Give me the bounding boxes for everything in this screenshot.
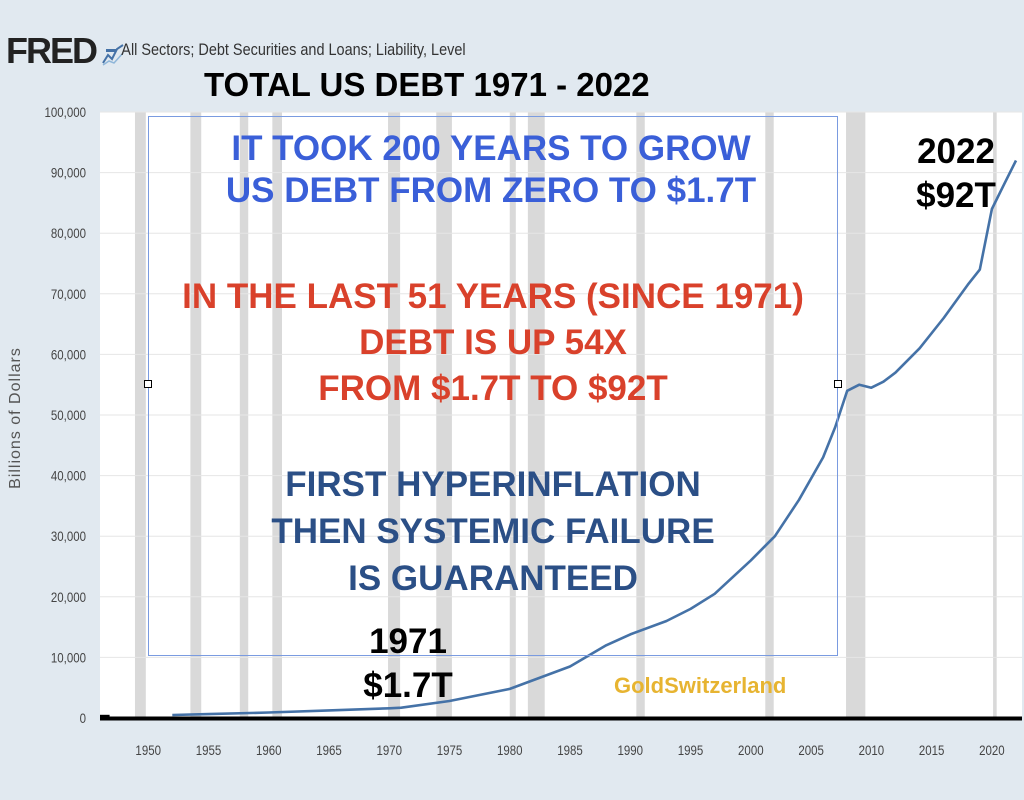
annotation-red-line-2: DEBT IS UP 54X [359, 323, 627, 362]
y-tick-label: 70,000 [51, 286, 86, 302]
annotation-navy-line-3: IS GUARANTEED [348, 559, 638, 598]
annotation-blue-line-2: US DEBT FROM ZERO TO $1.7T [225, 171, 757, 210]
annotation-1971-value: $1.7T [363, 666, 453, 705]
y-tick-label: 60,000 [51, 346, 86, 362]
annotation-2022: 2022 $92T [896, 130, 1016, 218]
annotation-1971-year: 1971 [369, 622, 447, 661]
y-tick-label: 40,000 [51, 467, 86, 483]
legend-label: All Sectors; Debt Securities and Loans; … [121, 40, 466, 59]
annotation-navy-block: FIRST HYPERINFLATION THEN SYSTEMIC FAILU… [198, 461, 788, 602]
x-tick-labels: 1950 1955 1960 1965 1970 1975 1980 1985 1990 1995… [135, 742, 1004, 758]
y-tick-label: 0 [80, 710, 86, 726]
annotation-red-block: IN THE LAST 51 YEARS (SINCE 1971) DEBT I… [148, 274, 838, 412]
box-handle-left[interactable] [144, 380, 152, 388]
y-tick-label: 10,000 [51, 649, 86, 665]
x-tick-label: 1990 [618, 742, 644, 758]
x-tick-label: 1965 [316, 742, 342, 758]
x-tick-label: 2015 [919, 742, 945, 758]
annotation-2022-value: $92T [916, 176, 996, 215]
x-tick-label: 2005 [798, 742, 824, 758]
x-tick-label: 1960 [256, 742, 282, 758]
box-handle-right[interactable] [834, 380, 842, 388]
y-tick-label: 100,000 [45, 104, 86, 120]
fred-logo-text: FRED [6, 30, 98, 71]
annotation-2022-year: 2022 [917, 132, 995, 171]
x-tick-label: 2020 [979, 742, 1005, 758]
annotation-red-line-1: IN THE LAST 51 YEARS (SINCE 1971) [182, 277, 804, 316]
y-tick-label: 90,000 [51, 164, 86, 180]
legend-swatch [106, 49, 117, 53]
chart-title: TOTAL US DEBT 1971 - 2022 [204, 66, 650, 103]
x-tick-label: 1985 [557, 742, 583, 758]
y-tick-labels: 0 10,000 20,000 30,000 40,000 50,000 60,000 70,… [45, 104, 86, 726]
annotation-blue-block: IT TOOK 200 YEARS TO GROW US DEBT FROM Z… [186, 128, 796, 212]
annotation-navy-line-1: FIRST HYPERINFLATION [285, 465, 701, 504]
watermark-goldswitzerland: GoldSwitzerland [614, 673, 787, 698]
y-axis-label: Billions of Dollars [7, 347, 24, 489]
y-tick-label: 30,000 [51, 528, 86, 544]
y-tick-label: 20,000 [51, 589, 86, 605]
series-lines [100, 159, 1018, 718]
y-tick-label: 80,000 [51, 225, 86, 241]
series-line-debt [172, 159, 1018, 717]
series-legend: All Sectors; Debt Securities and Loans; … [106, 40, 466, 60]
x-tick-label: 1980 [497, 742, 523, 758]
x-tick-label: 1955 [196, 742, 222, 758]
annotation-navy-line-2: THEN SYSTEMIC FAILURE [271, 512, 715, 551]
annotation-1971: 1971 $1.7T [338, 620, 478, 708]
annotation-blue-line-1: IT TOOK 200 YEARS TO GROW [231, 129, 751, 168]
annotation-red-line-3: FROM $1.7T TO $92T [318, 369, 668, 408]
fred-logo: FRED [6, 30, 124, 72]
x-tick-label: 2010 [859, 742, 885, 758]
x-tick-label: 1975 [437, 742, 463, 758]
x-tick-label: 1950 [135, 742, 161, 758]
x-tick-label: 1970 [376, 742, 402, 758]
x-tick-label: 2000 [738, 742, 764, 758]
y-tick-label: 50,000 [51, 407, 86, 423]
fred-logo-chart-icon [102, 44, 124, 66]
x-tick-label: 1995 [678, 742, 704, 758]
